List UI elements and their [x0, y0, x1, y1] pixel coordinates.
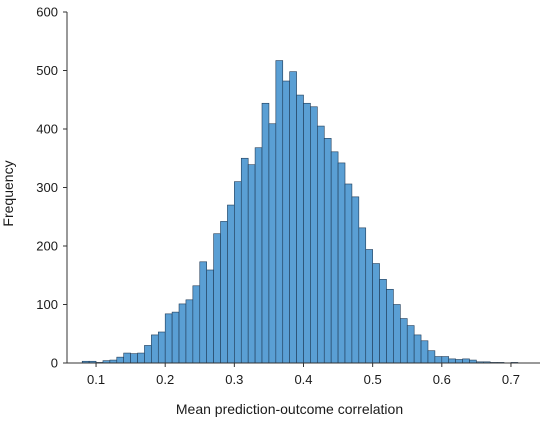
- x-tick-label: 0.5: [364, 372, 382, 387]
- histogram-bar: [289, 71, 297, 364]
- histogram-bar: [171, 311, 180, 364]
- histogram-bar: [386, 288, 394, 364]
- histogram-bar: [247, 164, 256, 364]
- y-tick-label: 100: [36, 297, 58, 312]
- histogram-bar: [358, 227, 367, 364]
- histogram-bar: [344, 183, 353, 364]
- histogram-bar: [282, 80, 290, 364]
- histogram-bar: [303, 102, 311, 364]
- histogram-bar: [199, 261, 207, 364]
- y-tick-label: 300: [36, 180, 58, 195]
- histogram-bar: [372, 263, 380, 364]
- x-axis-ticks: 0.1 0.2 0.3 0.4 0.5 0.6 0.7: [87, 363, 520, 387]
- histogram-bar: [330, 151, 339, 364]
- histogram-bar: [144, 345, 152, 364]
- histogram-bar: [227, 204, 235, 364]
- x-tick-label: 0.6: [433, 372, 451, 387]
- histogram-bar: [323, 138, 332, 364]
- x-tick-label: 0.3: [225, 372, 243, 387]
- histogram-bar: [275, 60, 284, 364]
- y-tick-label: 500: [36, 63, 58, 78]
- x-tick-label: 0.1: [87, 372, 105, 387]
- histogram-bar: [413, 334, 422, 364]
- histogram-bar: [448, 358, 456, 364]
- histogram-bar: [213, 233, 221, 364]
- histogram-bar: [220, 221, 228, 364]
- histogram-bar: [123, 352, 131, 364]
- histogram-bar: [240, 157, 249, 364]
- x-tick-label: 0.2: [156, 372, 174, 387]
- y-tick-label: 600: [36, 5, 58, 20]
- histogram-bar: [400, 318, 408, 364]
- histogram-bar: [157, 331, 166, 364]
- histogram-bar: [164, 313, 173, 364]
- histogram-bar: [234, 181, 242, 364]
- histogram-bar: [441, 356, 450, 364]
- histogram-bar: [462, 358, 470, 364]
- histogram-bar: [206, 269, 214, 364]
- histogram-bar: [351, 196, 360, 364]
- y-tick-label: 200: [36, 239, 58, 254]
- histogram-bar: [130, 353, 138, 364]
- histogram-bar: [116, 356, 125, 364]
- histogram-bar: [406, 325, 415, 364]
- histogram-bars: [81, 60, 519, 364]
- histogram-bar: [137, 352, 145, 364]
- y-tick-label: 400: [36, 122, 58, 137]
- x-axis-title: Mean prediction-outcome correlation: [176, 401, 403, 417]
- x-tick-label: 0.4: [294, 372, 312, 387]
- histogram-bar: [178, 303, 187, 364]
- histogram-bar: [427, 350, 436, 364]
- histogram-bar: [317, 125, 325, 364]
- y-axis-ticks: 0 100 200 300 400 500 600: [36, 5, 67, 371]
- histogram-bar: [185, 299, 194, 364]
- histogram-bar: [455, 359, 463, 364]
- histogram-bar: [393, 304, 401, 364]
- histogram-bar: [337, 162, 346, 364]
- histogram-bar: [434, 356, 443, 364]
- histogram-bar: [296, 94, 304, 364]
- x-tick-label: 0.7: [502, 372, 520, 387]
- histogram-bar: [268, 123, 277, 364]
- histogram-bar: [151, 334, 159, 364]
- histogram-bar: [379, 279, 387, 364]
- histogram-bar: [254, 147, 263, 364]
- histogram-bar: [192, 285, 201, 364]
- histogram-bar: [365, 249, 373, 364]
- y-tick-label: 0: [51, 356, 58, 371]
- y-axis-title: Frequency: [0, 160, 16, 226]
- histogram-bar: [310, 106, 318, 364]
- histogram-bar: [420, 340, 429, 364]
- histogram-bar: [261, 102, 270, 364]
